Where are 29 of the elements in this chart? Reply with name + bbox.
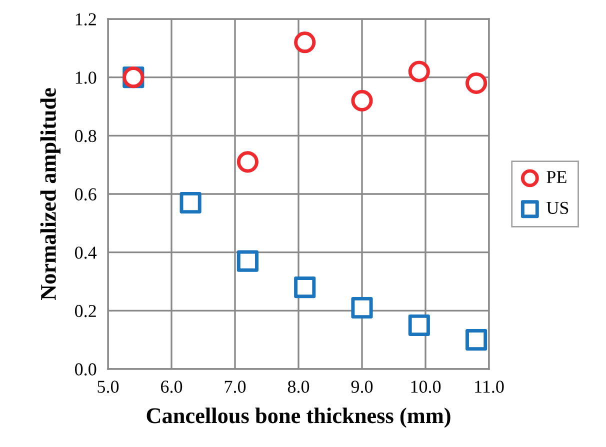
x-tick-label: 8.0 [288,380,310,393]
y-tick-label: 0.0 [75,363,96,376]
x-tick-label: 5.0 [98,380,119,393]
y-tick-label: 0.6 [75,188,96,201]
y-tick-label: 1.2 [76,13,96,26]
x-tick-label: 6.0 [160,380,182,393]
point [351,296,373,319]
x-tick-label: 9.0 [351,380,373,393]
x-tick-label: 10.0 [411,380,441,393]
point [351,90,373,112]
point [466,329,488,351]
point [236,151,258,173]
y-tick-label: 0.2 [75,304,96,318]
y-tick-label: 1.0 [76,72,96,84]
legend-label: US [546,202,568,214]
y-axis-title: Normalized amplitude [40,88,60,300]
point [180,192,202,214]
point [408,60,430,82]
legend-label: PE [546,171,566,183]
point [466,72,488,94]
x-tick-label: 11.0 [475,380,504,393]
point [294,32,316,54]
point [408,314,430,336]
y-tick-label: 0.4 [75,246,97,259]
point [294,276,316,298]
x-tick-label: 7.0 [224,380,246,393]
point [236,250,258,272]
x-axis-title: Cancellous bone thickness (mm) [146,408,450,428]
y-tick-label: 0.8 [75,130,96,142]
